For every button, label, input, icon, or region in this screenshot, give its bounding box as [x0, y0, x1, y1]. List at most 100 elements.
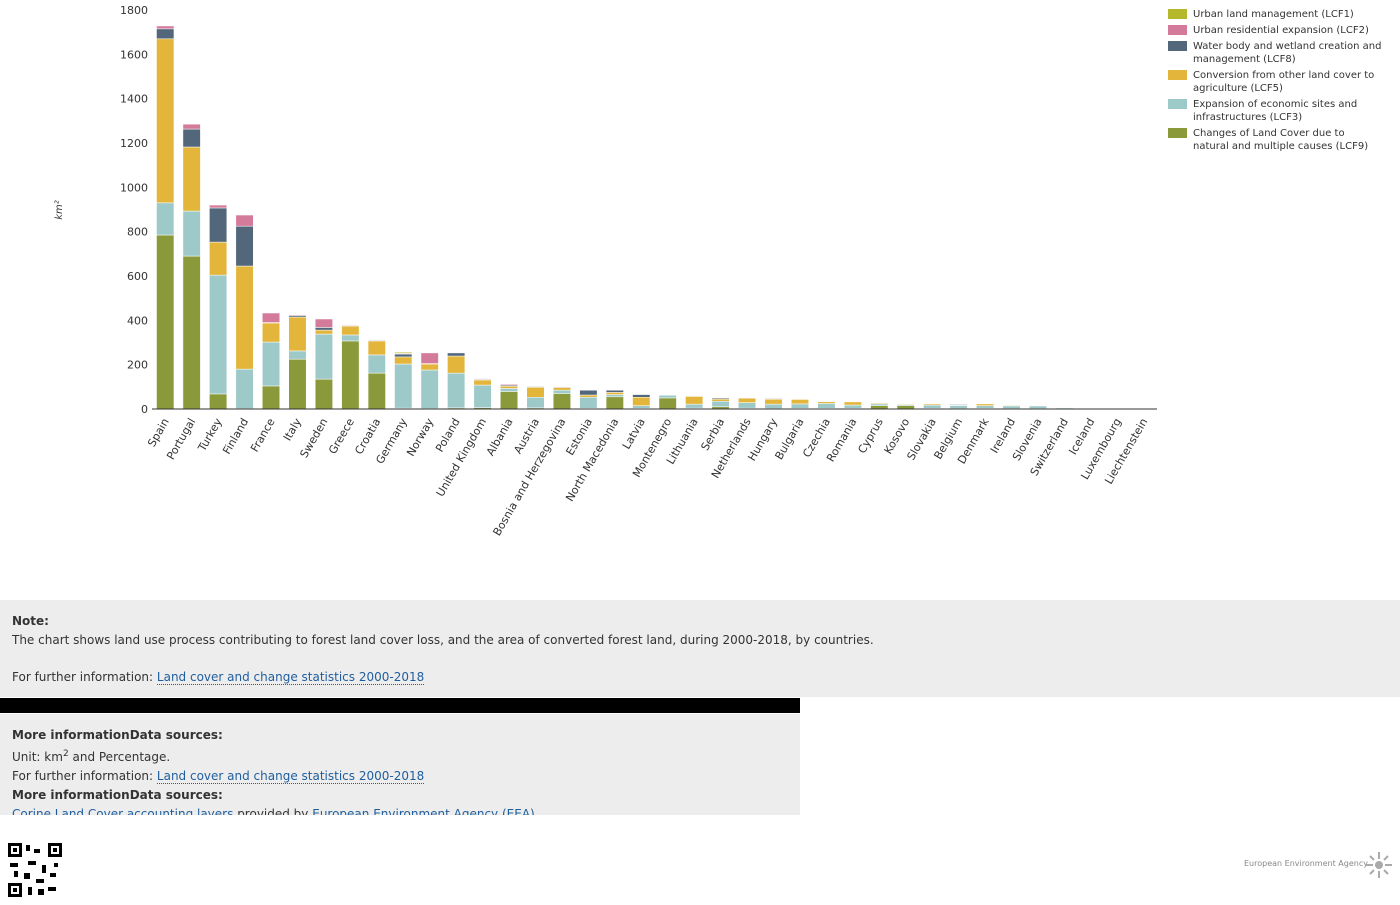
bar-segment: [685, 396, 704, 405]
qr-code: [8, 843, 62, 897]
legend-item[interactable]: Conversion from other land cover to agri…: [1168, 69, 1383, 95]
bar-segment: [209, 241, 228, 276]
legend-item[interactable]: Urban land management (LCF1): [1168, 8, 1383, 21]
bar-segment: [473, 379, 492, 386]
bar-segment: [367, 354, 386, 374]
more-info-heading: More informationData sources:: [12, 728, 223, 742]
bar-segment: [156, 38, 175, 204]
y-tick-label: 600: [127, 270, 148, 283]
bar-segment: [447, 352, 466, 357]
legend-swatch: [1168, 41, 1187, 51]
legend-swatch: [1168, 128, 1187, 138]
bar-segment: [156, 202, 175, 236]
bar-segment: [420, 363, 439, 371]
bar-segment: [870, 402, 889, 405]
x-tick-label: Finland: [220, 416, 251, 457]
bar-segment: [579, 389, 598, 396]
source-mid: provided by: [237, 807, 309, 815]
more-info-box: More informationData sources: Unit: km2 …: [0, 714, 800, 815]
bar-segment: [552, 387, 571, 391]
legend-label: Water body and wetland creation and mana…: [1193, 41, 1382, 65]
bar-segment: [288, 314, 307, 316]
legend-item[interactable]: Changes of Land Cover due to natural and…: [1168, 127, 1383, 153]
bar-segment: [843, 404, 862, 409]
x-tick-label: Serbia: [698, 416, 727, 453]
bar-segment: [605, 394, 624, 398]
bar-segment: [685, 403, 704, 409]
bar-segment: [182, 128, 201, 148]
note-box: Note: The chart shows land use process c…: [0, 600, 1400, 697]
legend-item[interactable]: Expansion of economic sites and infrastr…: [1168, 98, 1383, 124]
note-further: For further information: Land cover and …: [12, 668, 1388, 687]
bar-segment: [447, 355, 466, 374]
bar-segment: [473, 384, 492, 408]
bar-segment: [209, 274, 228, 395]
bar-segment: [235, 225, 254, 267]
bar-segment: [156, 28, 175, 40]
bar-segment: [579, 397, 598, 409]
legend-swatch: [1168, 9, 1187, 19]
bar-segment: [923, 403, 942, 406]
bar-segment: [843, 401, 862, 406]
chart: km² 0 200 400 600 800 1000 1200 1400 1600 1800 Spa…: [54, 4, 1157, 538]
bar-segment: [235, 265, 254, 370]
bar-segment: [235, 368, 254, 409]
bar-segment: [367, 372, 386, 410]
source-link[interactable]: Corine Land Cover accounting layers: [12, 807, 234, 815]
further-link[interactable]: Land cover and change statistics 2000-20…: [156, 670, 425, 685]
source-org[interactable]: European Environment Agency (EEA): [312, 807, 535, 815]
unit-sup: 2: [62, 749, 69, 759]
y-tick-label: 1200: [120, 137, 148, 150]
bar-segment: [817, 403, 836, 409]
bar-segment: [314, 333, 333, 380]
bar-segment: [314, 378, 333, 410]
bar-segment: [764, 398, 783, 400]
x-tick-label: North Macedonia: [563, 416, 621, 504]
bar-segment: [500, 385, 519, 389]
note-heading-text: Note:: [12, 614, 49, 628]
bar-segment: [500, 391, 519, 410]
note-heading: Note:: [12, 612, 1388, 631]
bar-segment: [182, 255, 201, 410]
bar-segment: [632, 397, 651, 406]
bar-segment: [605, 396, 624, 410]
more-further: For further information: Land cover and …: [12, 767, 788, 786]
bar-segment: [949, 404, 968, 406]
bar-segment: [817, 401, 836, 404]
y-tick-label: 400: [127, 314, 148, 327]
bar-segment: [156, 234, 175, 410]
bar-segment: [341, 325, 360, 336]
legend-swatch: [1168, 25, 1187, 35]
bar-segment: [632, 394, 651, 398]
bar-segment: [209, 204, 228, 209]
bar-segment: [976, 403, 995, 406]
further-link[interactable]: Land cover and change statistics 2000-20…: [156, 769, 425, 784]
legend-swatch: [1168, 70, 1187, 80]
y-tick-label: 1000: [120, 181, 148, 194]
bar-segment: [605, 392, 624, 395]
bar-segment: [738, 397, 757, 403]
bar-segment: [949, 405, 968, 409]
bar-segment: [658, 397, 677, 410]
legend-item[interactable]: Urban residential expansion (LCF2): [1168, 24, 1383, 37]
bar-segment: [526, 397, 545, 409]
legend-label: Changes of Land Cover due to natural and…: [1193, 128, 1369, 152]
sources: Corine Land Cover accounting layers prov…: [12, 805, 788, 815]
bar-segment: [394, 352, 413, 354]
bar-segment: [341, 340, 360, 410]
y-tick-label: 800: [127, 226, 148, 239]
bar-segment: [420, 352, 439, 364]
bar-segment: [235, 214, 254, 227]
more-info-heading: More informationData sources:: [12, 788, 223, 802]
legend-item[interactable]: Water body and wetland creation and mana…: [1168, 40, 1383, 66]
y-tick-label: 1800: [120, 4, 148, 17]
bar-segment: [262, 385, 280, 410]
bar-segment: [447, 372, 466, 409]
bar-segment: [790, 403, 809, 409]
bar-segment: [262, 341, 280, 387]
bar-segment: [579, 394, 598, 398]
bar-segment: [394, 356, 413, 365]
bar-segment: [764, 403, 783, 409]
bar-segment: [209, 393, 228, 410]
bar-segment: [314, 318, 333, 328]
